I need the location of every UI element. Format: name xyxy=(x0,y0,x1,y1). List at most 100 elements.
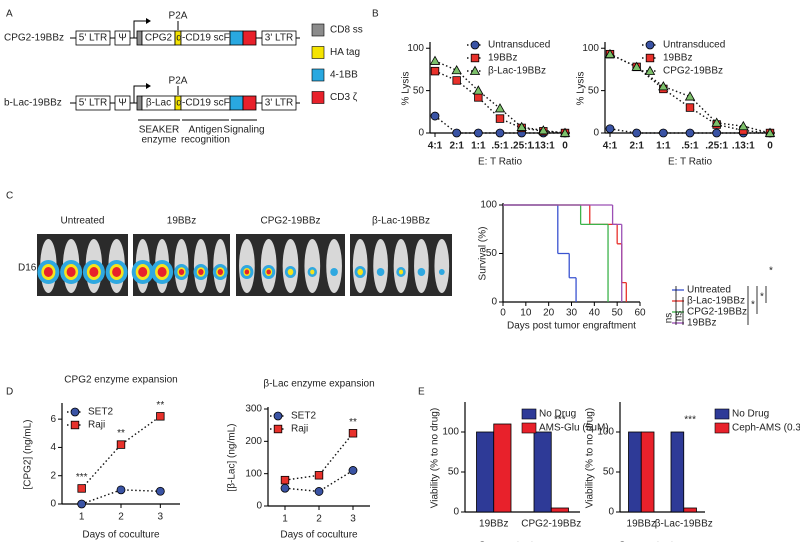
series-line xyxy=(81,489,161,505)
y-tick-label: 4 xyxy=(50,442,56,453)
ltr-box xyxy=(75,30,111,46)
legend-label: CD8 ss xyxy=(330,25,363,36)
marker xyxy=(155,486,165,496)
legend-label: CPG2-19BBz xyxy=(687,307,747,318)
marker xyxy=(314,487,324,496)
marker xyxy=(631,61,642,71)
marker xyxy=(764,127,776,137)
significance: ns xyxy=(664,313,675,324)
y-tick-label: 50 xyxy=(413,85,425,96)
legend-label: HA tag xyxy=(330,47,360,58)
legend-marker xyxy=(645,53,655,63)
legend-marker xyxy=(273,411,283,421)
marker xyxy=(116,440,126,449)
marker xyxy=(348,466,358,475)
marker xyxy=(473,128,483,138)
mouse xyxy=(373,239,388,293)
ltr-box xyxy=(261,30,297,46)
bracket-label: Antigen xyxy=(189,125,223,136)
marker xyxy=(685,128,695,138)
y-axis-label: Viability (% to no drug) xyxy=(585,408,596,508)
x-tick-label: 2 xyxy=(316,514,322,525)
value-annotation: ** xyxy=(117,428,125,439)
x-axis-label: Days of coculture xyxy=(280,530,358,541)
x-tick-label: 1 xyxy=(282,514,288,525)
x-axis-label: E: T Ratio xyxy=(478,157,523,168)
ltr-label: 5' LTR xyxy=(79,33,107,44)
legend-label: β-Lac-19BBz xyxy=(687,296,745,307)
legend-label: 19BBz xyxy=(687,318,716,329)
construct-name: CPG2-19BBz xyxy=(4,33,64,44)
x-tick-label: 2:1 xyxy=(449,141,464,152)
y-axis-label: % Lysis xyxy=(401,71,412,105)
x-tick-label: 10 xyxy=(520,308,532,319)
survival-step xyxy=(568,253,577,279)
ltr-label: 3' LTR xyxy=(265,33,293,44)
scfv-label: α-CD19 scFv xyxy=(176,33,235,44)
legend-marker xyxy=(644,65,656,75)
y-tick-label: 0 xyxy=(256,501,262,512)
marker xyxy=(658,81,669,91)
legend-label: Untransduced xyxy=(663,40,725,51)
group-label: β-Lac-19BBz xyxy=(372,216,430,227)
y-tick-label: 300 xyxy=(245,404,262,415)
x-axis-label: Supernatant source xyxy=(619,541,707,542)
y-tick-label: 50 xyxy=(486,248,498,259)
x-tick-label: 0 xyxy=(562,141,568,152)
panel-letter: E xyxy=(418,387,425,398)
y-tick-label: 0 xyxy=(608,507,614,518)
x-tick-label: 20 xyxy=(543,308,555,319)
marker xyxy=(684,91,696,101)
legend-label: Untransduced xyxy=(488,40,550,51)
x-tick-label: 0 xyxy=(500,308,506,319)
y-axis-label: % Lysis xyxy=(576,71,587,105)
y-tick-label: 6 xyxy=(50,414,56,425)
p2a-label: P2A xyxy=(169,76,188,87)
y-tick-label: 0 xyxy=(50,499,56,510)
signal-core xyxy=(178,269,185,275)
significance: * xyxy=(760,292,764,303)
cd8-box xyxy=(136,30,143,46)
value-annotation: ** xyxy=(349,417,357,428)
y-tick-label: 100 xyxy=(480,200,497,211)
legend-marker xyxy=(70,407,80,417)
bar xyxy=(683,507,697,513)
bracket-label: Signaling xyxy=(223,125,264,136)
marker xyxy=(451,64,462,75)
legend-swatch xyxy=(311,23,325,37)
legend-label: 19BBz xyxy=(663,53,692,64)
value-annotation: *** xyxy=(554,415,566,426)
legend-label: 4-1BB xyxy=(330,70,358,81)
y-axis-label: [β-Lac] (ng/mL) xyxy=(227,424,238,492)
signal-outer xyxy=(330,268,338,276)
value-annotation: ** xyxy=(156,400,164,411)
marker xyxy=(516,121,527,131)
group-label: CPG2-19BBz xyxy=(260,216,320,227)
legend-label: Raji xyxy=(88,420,105,431)
x-tick-label: CPG2-19BBz xyxy=(521,519,581,530)
x-tick-label: 4:1 xyxy=(603,141,618,152)
legend-label: SET2 xyxy=(88,407,113,418)
signal-core xyxy=(157,267,167,277)
arrow-head xyxy=(146,83,151,89)
mouse xyxy=(434,239,450,293)
legend-marker xyxy=(469,65,481,75)
y-tick-label: 0 xyxy=(593,128,599,139)
marker xyxy=(429,55,441,65)
timepoint: D16 xyxy=(18,263,37,274)
signal-outer xyxy=(417,268,426,276)
marker xyxy=(348,429,358,438)
legend-marker xyxy=(470,40,480,50)
x-axis-label: Supernatant source xyxy=(479,541,567,542)
legend-label: Raji xyxy=(291,424,308,435)
marker xyxy=(712,128,722,138)
mouse xyxy=(393,239,409,293)
x-tick-label: 19BBz xyxy=(479,519,508,530)
marker xyxy=(604,48,616,59)
signal-core xyxy=(66,267,76,277)
marker xyxy=(314,471,324,480)
x-tick-label: 2 xyxy=(118,512,124,523)
significance: * xyxy=(751,300,755,311)
value-annotation: *** xyxy=(76,472,88,483)
bar xyxy=(628,431,642,513)
